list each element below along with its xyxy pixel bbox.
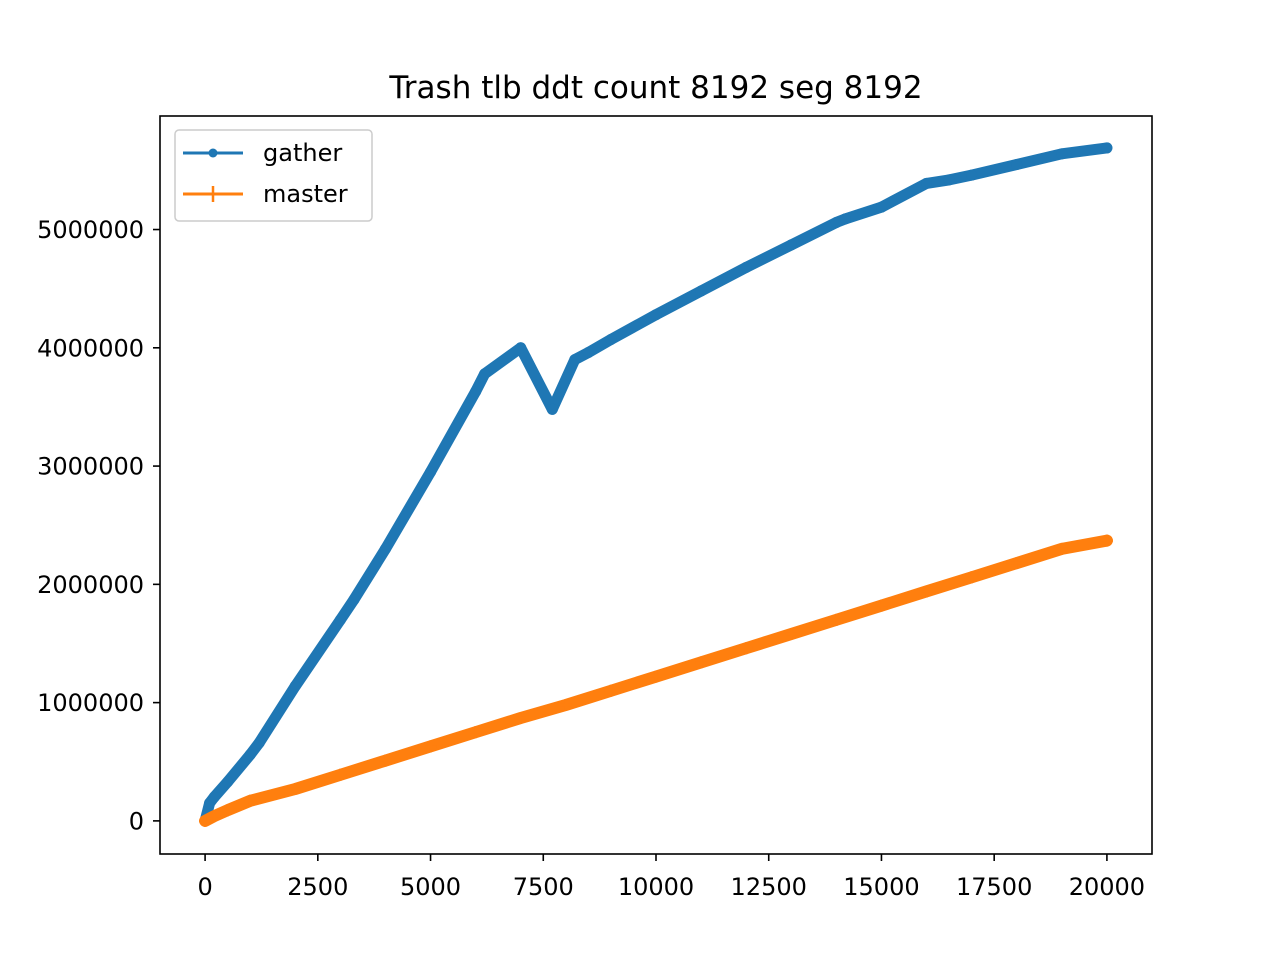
x-tick-label: 10000 (618, 873, 694, 901)
data-point-master (1010, 557, 1023, 570)
data-point-master (208, 810, 221, 823)
data-point-gather (379, 543, 391, 555)
data-point-master (740, 642, 753, 655)
data-point-gather (785, 239, 797, 251)
y-tick-label: 3000000 (37, 453, 144, 481)
data-point-master (289, 782, 302, 795)
data-point-gather (650, 309, 662, 321)
data-point-gather (943, 174, 955, 186)
data-point-master (1100, 534, 1113, 547)
x-tick-label: 0 (197, 873, 212, 901)
x-tick-label: 7500 (513, 873, 574, 901)
data-point-master (221, 804, 234, 817)
data-point-gather (470, 386, 482, 398)
data-point-gather (875, 201, 887, 213)
data-point-gather (348, 594, 360, 606)
data-point-master (965, 571, 978, 584)
data-point-master (785, 628, 798, 641)
data-point-gather (1101, 142, 1113, 154)
x-tick-label: 2500 (287, 873, 348, 901)
data-point-master (379, 754, 392, 767)
y-tick-label: 2000000 (37, 571, 144, 599)
data-point-gather (830, 216, 842, 228)
data-point-master (695, 656, 708, 669)
data-point-gather (569, 354, 581, 366)
data-point-gather (582, 347, 594, 359)
data-point-gather (479, 368, 491, 380)
x-tick-label: 5000 (400, 873, 461, 901)
data-point-gather (966, 169, 978, 181)
plot-area (199, 142, 1113, 827)
x-tick-label: 17500 (956, 873, 1032, 901)
x-tick-label: 12500 (731, 873, 807, 901)
legend: gather master (174, 129, 373, 222)
y-tick-label: 5000000 (37, 216, 144, 244)
chart-title: Trash tlb ddt count 8192 seg 8192 (388, 70, 922, 106)
data-point-master (334, 768, 347, 781)
data-point-gather (425, 466, 437, 478)
data-point-gather (1056, 148, 1068, 160)
x-tick-label: 15000 (843, 873, 919, 901)
data-point-gather (334, 614, 346, 626)
legend-label-master: master (263, 180, 348, 208)
data-point-master (559, 698, 572, 711)
y-tick-label: 1000000 (37, 689, 144, 717)
data-point-gather (740, 261, 752, 273)
data-point-master (650, 670, 662, 683)
data-point-gather (546, 403, 558, 415)
data-point-master (244, 794, 257, 807)
data-point-gather (1011, 158, 1023, 170)
data-point-master (1055, 542, 1068, 555)
data-point-master (875, 599, 888, 612)
data-point-gather (208, 791, 220, 803)
y-tick-label: 0 (129, 807, 144, 835)
data-point-gather (244, 749, 256, 761)
y-tick-label: 4000000 (37, 334, 144, 362)
data-point-gather (695, 285, 707, 297)
data-point-master (830, 613, 843, 626)
data-point-gather (289, 680, 301, 692)
data-point-master (469, 726, 482, 739)
x-tick-label: 20000 (1069, 873, 1145, 901)
data-point-gather (605, 334, 617, 346)
data-point-gather (222, 776, 234, 788)
data-point-master (514, 711, 527, 724)
data-point-master (424, 740, 437, 753)
data-point-gather (921, 177, 933, 189)
legend-label-gather: gather (263, 139, 342, 167)
axes: 0 2500 5000 7500 10000 12500 15000 17500 20000 0 1… (37, 115, 1153, 901)
data-point-gather (253, 737, 265, 749)
data-point-gather (839, 213, 851, 225)
data-point-master (199, 814, 212, 827)
data-point-gather (515, 342, 527, 354)
data-point-master (920, 585, 933, 598)
data-point-master (604, 684, 617, 697)
legend-marker-gather (208, 148, 218, 158)
